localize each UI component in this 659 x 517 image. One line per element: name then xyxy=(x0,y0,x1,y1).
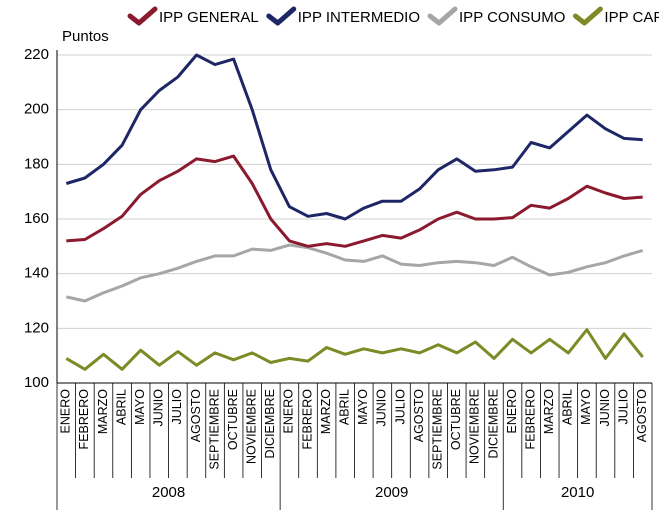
x-tick-label: MAYO xyxy=(356,389,370,425)
legend-icon xyxy=(427,6,458,26)
x-tick-label: AGOSTO xyxy=(189,389,203,443)
x-tick-label: ABRIL xyxy=(561,389,575,425)
x-tick-label: JULIO xyxy=(170,389,184,425)
x-tick-label: JUNIO xyxy=(598,389,612,427)
x-tick-label: FEBRERO xyxy=(523,389,537,450)
x-tick-label: AGOSTO xyxy=(412,389,426,443)
group-label: 2008 xyxy=(152,484,185,501)
y-axis-label: Puntos xyxy=(62,28,109,45)
y-tick-label: 100 xyxy=(24,374,49,391)
x-tick-label: MAYO xyxy=(133,389,147,425)
legend-label: IPP CAPITAL xyxy=(604,9,659,26)
x-tick-label: OCTUBRE xyxy=(226,389,240,450)
group-label: 2010 xyxy=(561,484,594,501)
legend-label: IPP GENERAL xyxy=(159,9,259,26)
legend-icon xyxy=(572,6,603,26)
x-tick-label: MARZO xyxy=(96,389,110,434)
y-tick-label: 220 xyxy=(24,46,49,63)
x-tick-label: ENERO xyxy=(282,389,296,434)
x-tick-label: FEBRERO xyxy=(300,389,314,450)
series-line xyxy=(65,53,643,221)
y-tick-label: 180 xyxy=(24,155,49,172)
legend-label: IPP CONSUMO xyxy=(459,9,565,26)
x-tick-label: MARZO xyxy=(542,389,556,434)
y-tick-label: 200 xyxy=(24,101,49,118)
x-tick-label: OCTUBRE xyxy=(449,389,463,450)
y-tick-label: 160 xyxy=(24,210,49,227)
x-tick-label: ENERO xyxy=(59,389,73,434)
x-tick-label: JULIO xyxy=(616,389,630,425)
legend-icon xyxy=(266,6,297,26)
group-label: 2009 xyxy=(375,484,408,501)
x-tick-label: MAYO xyxy=(579,389,593,425)
x-tick-label: ENERO xyxy=(505,389,519,434)
x-tick-label: MARZO xyxy=(319,389,333,434)
x-tick-label: JUNIO xyxy=(375,389,389,427)
x-tick-label: JUNIO xyxy=(152,389,166,427)
series-line xyxy=(66,154,643,248)
x-tick-label: NOVIEMBRE xyxy=(468,389,482,464)
x-tick-label: DICIEMBRE xyxy=(486,389,500,458)
legend-label: IPP INTERMEDIO xyxy=(298,9,420,26)
y-tick-label: 120 xyxy=(24,319,49,336)
series-line xyxy=(65,328,644,371)
series-line xyxy=(65,243,644,303)
x-tick-label: FEBRERO xyxy=(77,389,91,450)
x-tick-label: JULIO xyxy=(393,389,407,425)
x-tick-label: ABRIL xyxy=(114,389,128,425)
y-tick-label: 140 xyxy=(24,265,49,282)
x-tick-label: ABRIL xyxy=(338,389,352,425)
legend-icon xyxy=(127,6,158,26)
x-tick-label: DICIEMBRE xyxy=(263,389,277,458)
x-tick-label: AGOSTO xyxy=(635,389,649,443)
x-tick-label: NOVIEMBRE xyxy=(245,389,259,464)
x-tick-label: SEPTIEMBRE xyxy=(430,389,444,470)
x-tick-label: SEPTIEMBRE xyxy=(207,389,221,470)
